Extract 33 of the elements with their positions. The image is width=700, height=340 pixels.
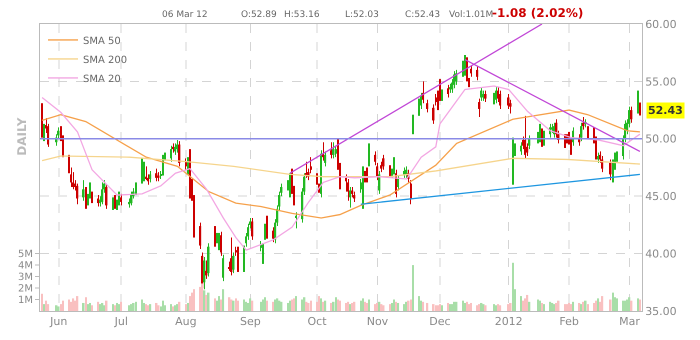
- x-tick-label: Mar: [619, 315, 640, 328]
- y-tick-label: 35.00: [645, 304, 677, 318]
- x-tick-label: Aug: [175, 315, 197, 328]
- x-tick-label: Oct: [308, 315, 328, 328]
- y-tick-label: 45.00: [645, 190, 677, 204]
- text: H:53.16: [284, 10, 320, 20]
- y-tick-label: 60.00: [645, 18, 677, 31]
- x-tick-label: Jul: [114, 315, 128, 328]
- y-tick-label: 55.00: [645, 75, 677, 88]
- text: O:52.89: [241, 10, 277, 20]
- x-tick-label: 2012: [494, 315, 523, 328]
- y2-tick-label: 2M: [18, 284, 33, 295]
- y-tick-label: 50.00: [645, 132, 677, 146]
- x-tick-label: Jun: [49, 315, 68, 328]
- legend-label: SMA 200: [83, 54, 128, 66]
- text: -1.08 (2.02%): [492, 6, 584, 20]
- text: DAILY: [15, 117, 30, 156]
- y2-tick-label: 3M: [18, 272, 33, 284]
- legend-label: SMA 50: [83, 36, 121, 47]
- annotation: 52.43: [648, 104, 683, 117]
- legend-label: SMA 20: [83, 74, 121, 85]
- y-tick-label: 40.00: [645, 247, 677, 260]
- text: 06 Mar 12: [162, 10, 208, 20]
- x-tick-label: Dec: [429, 315, 451, 328]
- y2-tick-label: 5M: [18, 249, 33, 260]
- x-tick-label: Nov: [366, 315, 389, 328]
- x-tick-label: Feb: [559, 315, 579, 328]
- y2-tick-label: 1M: [18, 295, 33, 306]
- y2-tick-label: 4M: [18, 260, 33, 272]
- text: L:52.03: [345, 10, 379, 20]
- text: Vol:1.01M: [449, 10, 494, 20]
- x-tick-label: Sep: [240, 315, 261, 328]
- text: C:52.43: [405, 10, 440, 20]
